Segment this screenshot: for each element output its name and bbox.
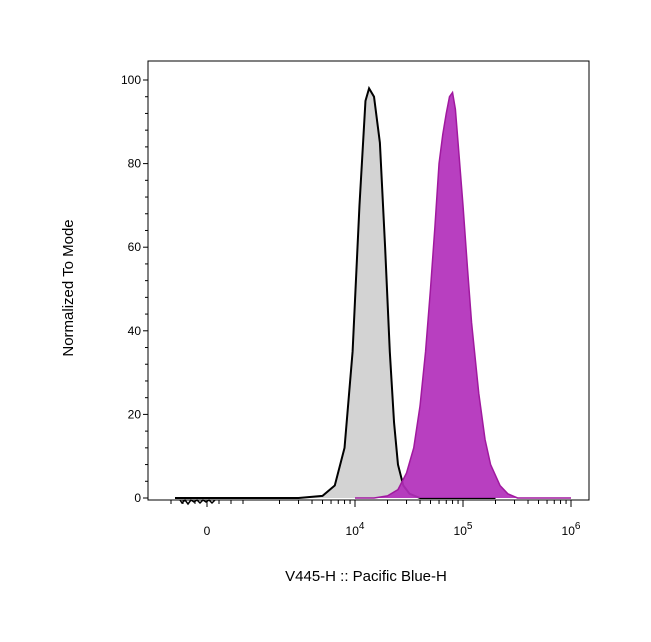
y-tick-label: 20	[128, 407, 142, 421]
baseline-noise	[179, 498, 216, 506]
series-layer	[175, 85, 571, 506]
y-axis-title: Normalized To Mode	[60, 219, 77, 356]
y-tick-label: 100	[121, 73, 141, 87]
series-1-area	[355, 92, 571, 498]
x-tick-label: 0	[204, 524, 211, 538]
x-axis-title: V445-H :: Pacific Blue-H	[285, 568, 447, 585]
x-tick-label: 105	[454, 521, 473, 538]
x-axis: 0 104 105 106	[170, 500, 581, 538]
y-axis: 0 20 40 60 80 100	[121, 73, 148, 505]
y-tick-label: 60	[128, 240, 142, 254]
y-tick-label: 0	[134, 491, 141, 505]
x-tick-label: 104	[346, 521, 365, 538]
y-tick-label: 80	[128, 157, 142, 171]
series-1-line	[355, 90, 571, 499]
x-tick-label: 106	[562, 521, 581, 538]
y-tick-label: 40	[128, 324, 142, 338]
